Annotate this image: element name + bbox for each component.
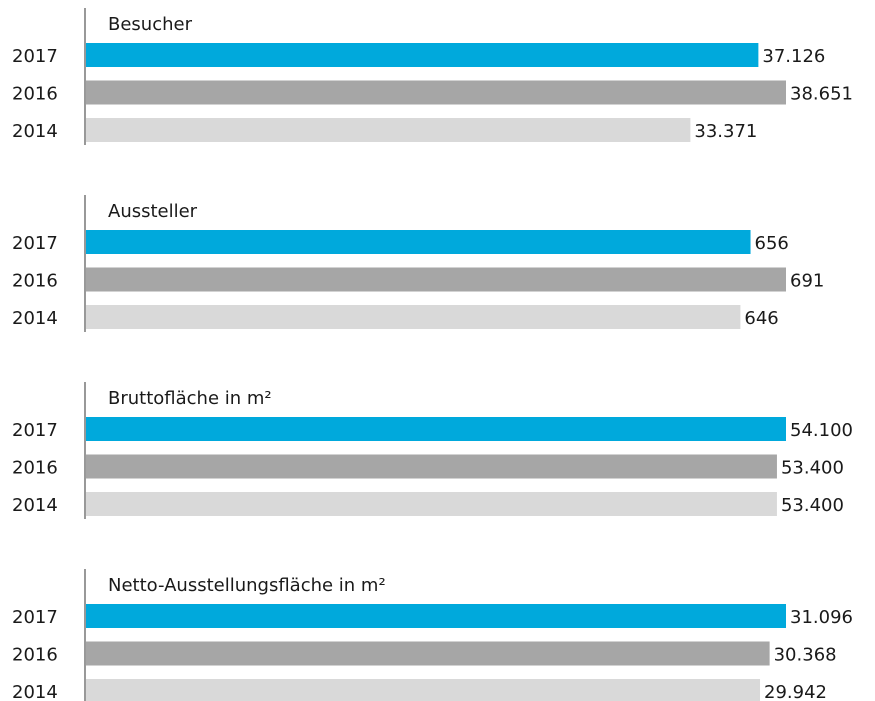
category-label: 2017: [12, 420, 58, 441]
category-label: 2017: [12, 233, 58, 254]
category-label: 2016: [12, 271, 58, 292]
category-label: 2017: [12, 607, 58, 628]
bar: [86, 417, 786, 441]
value-label: 31.096: [790, 607, 853, 628]
value-label: 37.126: [762, 46, 825, 67]
bar: [86, 305, 741, 329]
bar: [86, 267, 786, 292]
bar: [86, 604, 786, 628]
value-label: 53.400: [781, 458, 844, 479]
bar: [86, 454, 777, 479]
category-label: 2016: [12, 458, 58, 479]
bar: [86, 43, 759, 67]
panel-title: Bruttofläche in m²: [108, 388, 272, 409]
value-label: 54.100: [790, 420, 853, 441]
bar: [86, 492, 777, 516]
bar: [86, 679, 761, 701]
value-label: 29.942: [764, 682, 827, 701]
panel-title: Besucher: [108, 14, 193, 35]
category-label: 2014: [12, 495, 58, 516]
value-label: 33.371: [694, 121, 757, 142]
value-label: 656: [755, 233, 789, 254]
value-label: 53.400: [781, 495, 844, 516]
bar: [86, 641, 770, 666]
bar: [86, 230, 751, 254]
panel-title: Aussteller: [108, 201, 198, 222]
category-label: 2017: [12, 46, 58, 67]
bar: [86, 80, 786, 105]
value-label: 30.368: [774, 645, 837, 666]
category-label: 2016: [12, 84, 58, 105]
category-label: 2016: [12, 645, 58, 666]
category-label: 2014: [12, 682, 58, 701]
value-label: 691: [790, 271, 824, 292]
panel-title: Netto-Ausstellungsfläche in m²: [108, 575, 386, 596]
category-label: 2014: [12, 308, 58, 329]
category-label: 2014: [12, 121, 58, 142]
bar: [86, 118, 691, 142]
value-label: 646: [744, 308, 778, 329]
value-label: 38.651: [790, 84, 853, 105]
